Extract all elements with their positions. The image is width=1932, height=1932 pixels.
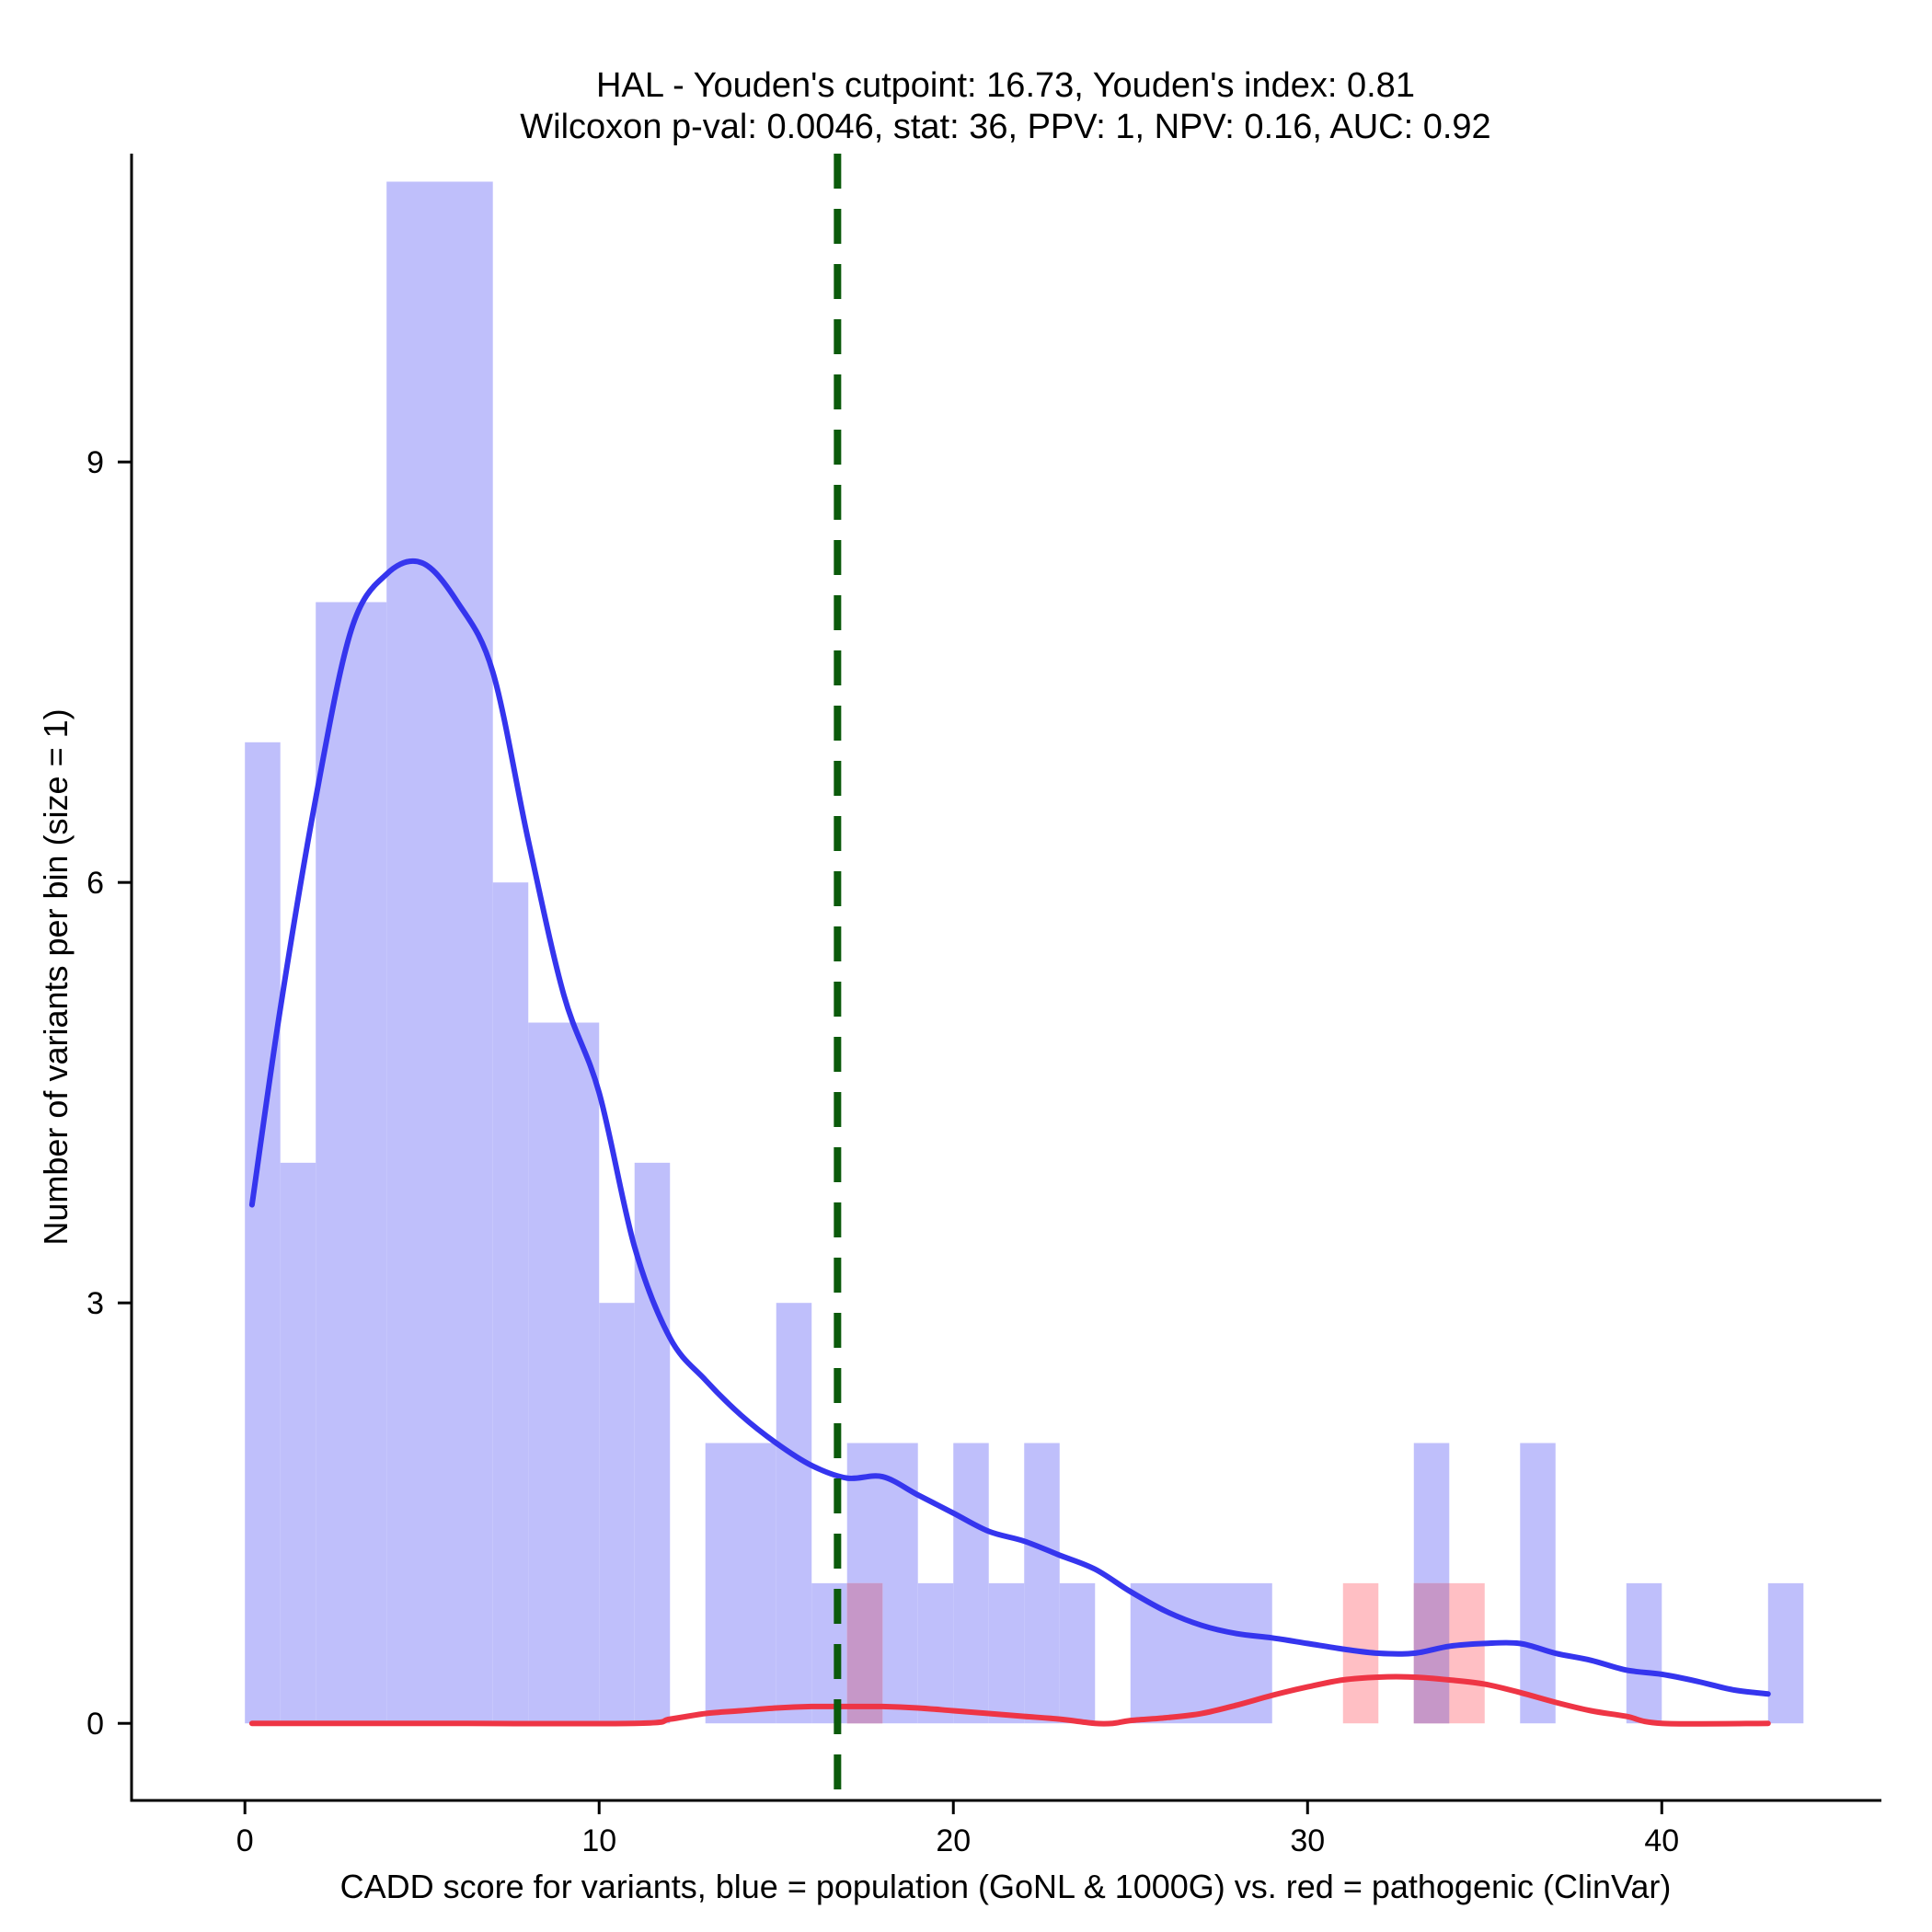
x-tick-label: 0 — [236, 1823, 254, 1858]
population-bar-4 — [492, 882, 529, 1724]
overlap-bar-0 — [846, 1582, 883, 1724]
population-bar-16 — [1059, 1582, 1096, 1724]
population-bar-12 — [917, 1582, 954, 1724]
population-density-curve — [248, 558, 1771, 1697]
x-tick-label: 30 — [1290, 1823, 1325, 1858]
y-tick-label: 3 — [86, 1286, 104, 1321]
population-bar-5 — [528, 1022, 600, 1724]
population-bar-21 — [1767, 1582, 1804, 1724]
population-bar-6 — [599, 1303, 635, 1724]
y-tick-label: 9 — [86, 445, 104, 480]
y-axis-label: Number of variants per bin (size = 1) — [37, 708, 75, 1245]
x-tick-label: 20 — [936, 1823, 971, 1858]
population-bar-15 — [1024, 1443, 1060, 1724]
chart-title-line1: HAL - Youden's cutpoint: 16.73, Youden's… — [596, 66, 1415, 105]
population-bar-0 — [245, 742, 281, 1724]
population-bar-14 — [988, 1582, 1025, 1724]
x-tick-label: 40 — [1644, 1823, 1679, 1858]
population-bar-8 — [705, 1443, 776, 1724]
population-bars — [245, 181, 1804, 1724]
population-bar-19 — [1520, 1443, 1556, 1724]
pathogenic-density-curve — [248, 1673, 1771, 1727]
x-axis-label: CADD score for variants, blue = populati… — [340, 1868, 1672, 1905]
population-bar-13 — [953, 1443, 989, 1724]
population-bar-20 — [1626, 1582, 1662, 1724]
chart-title-line2: Wilcoxon p-val: 0.0046, stat: 36, PPV: 1… — [520, 108, 1490, 146]
population-bar-10 — [811, 1582, 847, 1724]
x-ticks: 0 10 20 30 40 — [236, 1800, 1679, 1858]
population-bar-7 — [634, 1162, 671, 1724]
population-bar-2 — [316, 602, 387, 1724]
y-tick-label: 6 — [86, 866, 104, 901]
x-tick-label: 10 — [581, 1823, 616, 1858]
y-tick-label: 0 — [86, 1707, 104, 1742]
population-bar-3 — [386, 181, 493, 1724]
y-ticks: 0 3 6 9 — [86, 445, 132, 1742]
population-bar-1 — [280, 1162, 316, 1724]
population-bar-9 — [776, 1303, 812, 1724]
